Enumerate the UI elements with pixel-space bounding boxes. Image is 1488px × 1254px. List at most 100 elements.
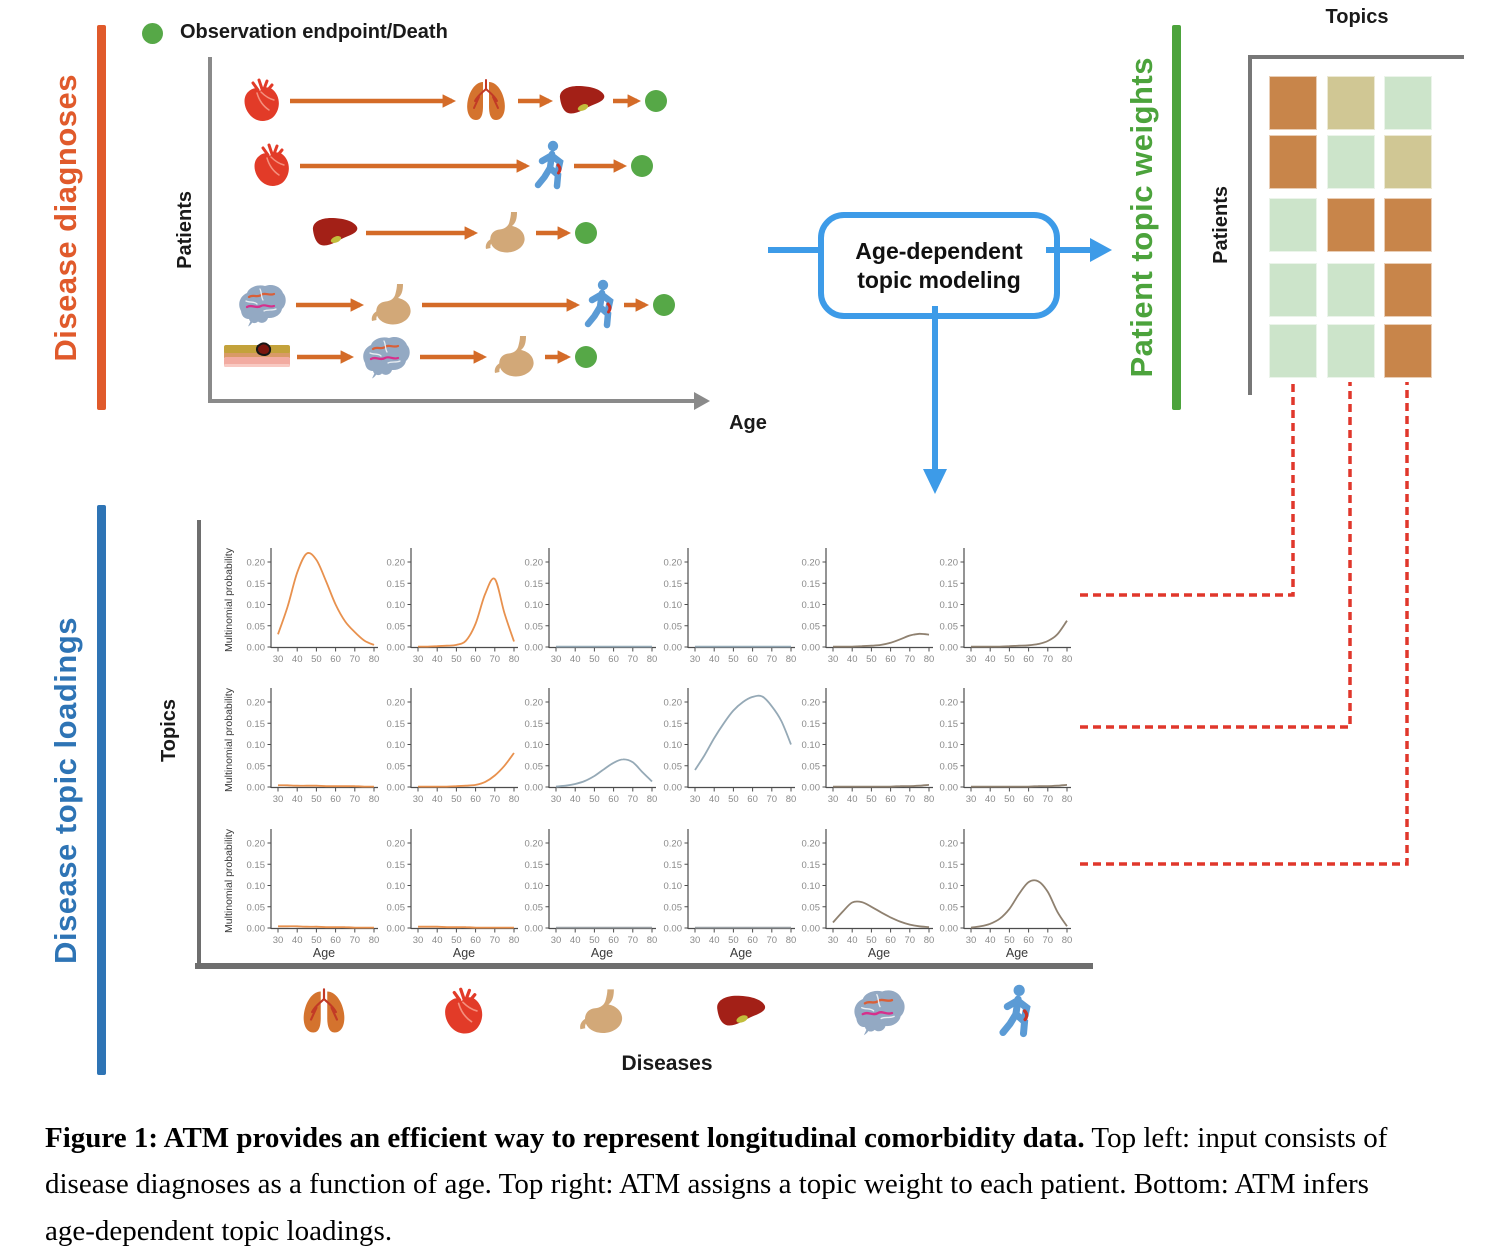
topic1-liver-chart: 0.00 0.05 0.10 0.15 0.20 30 40 50 60 70 80 xyxy=(664,548,796,665)
svg-text:0.00: 0.00 xyxy=(940,643,959,654)
svg-text:80: 80 xyxy=(786,794,797,805)
connector-topic2 xyxy=(1080,382,1352,729)
svg-text:0.15: 0.15 xyxy=(802,579,821,590)
svg-text:0.05: 0.05 xyxy=(802,761,821,772)
svg-text:70: 70 xyxy=(905,794,916,805)
svg-text:0.20: 0.20 xyxy=(802,698,821,709)
patient-row-1 xyxy=(244,78,667,121)
lungs-icon xyxy=(303,988,345,1033)
svg-text:60: 60 xyxy=(330,935,341,946)
svg-text:40: 40 xyxy=(985,935,996,946)
svg-text:50: 50 xyxy=(728,935,739,946)
connector-topic3 xyxy=(1080,382,1409,866)
diseases-axis-label: Diseases xyxy=(621,1052,713,1075)
svg-text:60: 60 xyxy=(330,794,341,805)
svg-text:0.20: 0.20 xyxy=(940,839,959,850)
svg-text:60: 60 xyxy=(885,654,896,665)
heart-icon xyxy=(445,987,483,1034)
svg-text:0.10: 0.10 xyxy=(664,600,683,611)
svg-text:0.15: 0.15 xyxy=(387,579,406,590)
heart-icon xyxy=(254,143,289,186)
svg-text:40: 40 xyxy=(292,654,303,665)
svg-text:0.20: 0.20 xyxy=(525,698,544,709)
svg-text:0.15: 0.15 xyxy=(525,579,544,590)
svg-text:0.00: 0.00 xyxy=(525,783,544,794)
svg-text:40: 40 xyxy=(432,654,443,665)
svg-text:0.00: 0.00 xyxy=(940,924,959,935)
disease-diagnoses-side-label: Disease diagnoses xyxy=(48,73,83,362)
svg-text:70: 70 xyxy=(350,654,361,665)
figure-caption: Figure 1: ATM provides an efficient way … xyxy=(45,1115,1425,1254)
svg-text:0.05: 0.05 xyxy=(525,902,544,913)
svg-text:0.00: 0.00 xyxy=(247,643,266,654)
heatmap-cell-r2c2 xyxy=(1327,135,1375,189)
svg-text:0.20: 0.20 xyxy=(940,558,959,569)
svg-text:0.10: 0.10 xyxy=(525,881,544,892)
svg-text:0.10: 0.10 xyxy=(802,740,821,751)
svg-text:70: 70 xyxy=(490,654,501,665)
svg-text:0.00: 0.00 xyxy=(247,783,266,794)
brain-icon xyxy=(239,284,286,327)
svg-text:80: 80 xyxy=(509,935,520,946)
svg-text:40: 40 xyxy=(570,794,581,805)
heatmap-cell-r1c3 xyxy=(1384,76,1432,130)
svg-text:0.05: 0.05 xyxy=(664,761,683,772)
flow-in-line xyxy=(768,247,822,253)
svg-text:50: 50 xyxy=(589,935,600,946)
svg-text:30: 30 xyxy=(828,935,839,946)
svg-text:40: 40 xyxy=(709,794,720,805)
heatmap-cell-r3c1 xyxy=(1269,198,1317,252)
svg-text:80: 80 xyxy=(647,794,658,805)
topic-modeling-box-line1: Age-dependent xyxy=(855,237,1023,264)
brain-icon xyxy=(363,336,410,379)
svg-text:0.00: 0.00 xyxy=(387,783,406,794)
svg-text:0.15: 0.15 xyxy=(940,579,959,590)
heatmap-left-axis xyxy=(1248,55,1252,395)
svg-text:50: 50 xyxy=(451,794,462,805)
svg-text:0.10: 0.10 xyxy=(387,881,406,892)
topleft-y-axis xyxy=(208,57,212,403)
svg-text:0.10: 0.10 xyxy=(940,600,959,611)
svg-text:50: 50 xyxy=(311,935,322,946)
svg-text:0.20: 0.20 xyxy=(247,839,266,850)
svg-text:0.15: 0.15 xyxy=(525,860,544,871)
svg-text:60: 60 xyxy=(608,654,619,665)
patient-row-5 xyxy=(224,336,597,379)
svg-text:50: 50 xyxy=(728,654,739,665)
svg-text:30: 30 xyxy=(551,935,562,946)
topic2-stomach-chart: 0.00 0.05 0.10 0.15 0.20 30 40 50 60 70 80 xyxy=(525,688,658,805)
svg-text:30: 30 xyxy=(690,794,701,805)
svg-text:80: 80 xyxy=(786,935,797,946)
svg-text:70: 70 xyxy=(628,935,639,946)
svg-text:50: 50 xyxy=(451,935,462,946)
svg-text:80: 80 xyxy=(509,794,520,805)
endpoint-dot-icon xyxy=(645,90,667,112)
svg-text:60: 60 xyxy=(747,935,758,946)
disease-icons-row xyxy=(303,984,1031,1038)
svg-text:0.10: 0.10 xyxy=(664,740,683,751)
svg-text:0.00: 0.00 xyxy=(387,643,406,654)
svg-text:70: 70 xyxy=(490,794,501,805)
svg-text:60: 60 xyxy=(470,794,481,805)
svg-text:0.05: 0.05 xyxy=(940,761,959,772)
topic2-liver-chart: 0.00 0.05 0.10 0.15 0.20 30 40 50 60 70 80 xyxy=(664,688,797,805)
heart-icon xyxy=(244,78,279,121)
svg-text:0.20: 0.20 xyxy=(664,839,683,850)
person-icon xyxy=(534,140,564,190)
svg-text:80: 80 xyxy=(924,654,935,665)
svg-text:0.05: 0.05 xyxy=(387,761,406,772)
flow-right-arrow xyxy=(1046,238,1112,262)
patients-axis-label-heatmap: Patients xyxy=(1209,186,1232,264)
endpoint-dot-icon xyxy=(575,346,597,368)
svg-text:0.10: 0.10 xyxy=(247,881,266,892)
svg-text:80: 80 xyxy=(924,794,935,805)
svg-text:50: 50 xyxy=(866,794,877,805)
svg-text:0.20: 0.20 xyxy=(247,558,266,569)
svg-text:30: 30 xyxy=(828,654,839,665)
svg-text:0.00: 0.00 xyxy=(802,924,821,935)
svg-text:60: 60 xyxy=(1023,935,1034,946)
svg-text:0.10: 0.10 xyxy=(802,600,821,611)
svg-text:80: 80 xyxy=(1062,935,1073,946)
svg-text:50: 50 xyxy=(728,794,739,805)
svg-text:40: 40 xyxy=(570,935,581,946)
